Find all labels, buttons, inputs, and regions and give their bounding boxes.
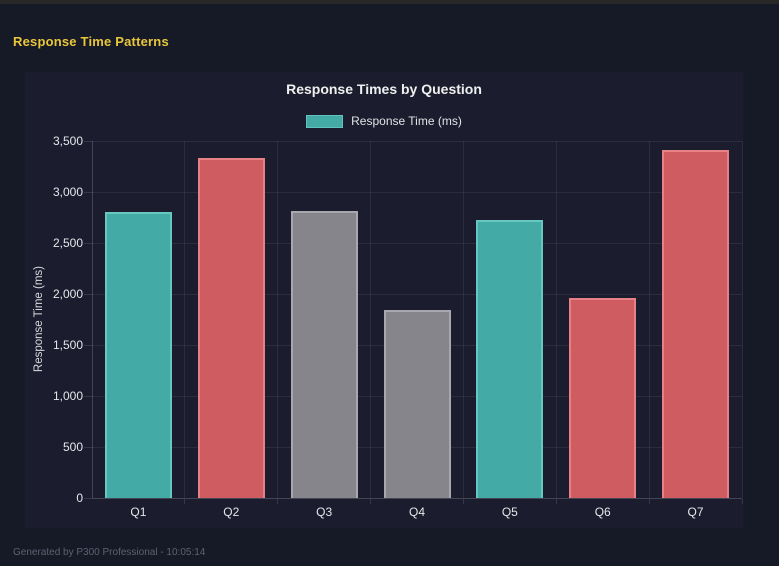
y-tick-mark bbox=[84, 447, 92, 448]
gridline-vertical bbox=[277, 141, 279, 498]
y-tick-label: 1,000 bbox=[52, 389, 83, 403]
bar-q5[interactable] bbox=[476, 219, 544, 498]
gridline-vertical bbox=[741, 141, 743, 498]
y-tick-label: 3,500 bbox=[52, 134, 83, 148]
bar-q7[interactable] bbox=[662, 150, 730, 498]
gridline-vertical bbox=[648, 141, 650, 498]
x-tick-label-q5: Q5 bbox=[501, 505, 518, 519]
x-tick-mark bbox=[648, 499, 650, 504]
y-tick-label: 500 bbox=[62, 440, 83, 454]
y-tick-mark bbox=[84, 498, 92, 499]
y-tick-label: 3,000 bbox=[52, 185, 83, 199]
x-tick-label-q1: Q1 bbox=[130, 505, 147, 519]
x-tick-mark bbox=[555, 499, 557, 504]
y-tick-label: 1,500 bbox=[52, 338, 83, 352]
y-tick-label: 2,000 bbox=[52, 287, 83, 301]
x-tick-mark bbox=[370, 499, 372, 504]
legend-item-response-time[interactable]: Response Time (ms) bbox=[25, 114, 743, 128]
gridline-horizontal bbox=[92, 294, 742, 295]
x-tick-mark bbox=[184, 499, 186, 504]
gridline-horizontal bbox=[92, 192, 742, 193]
footer-text: Generated by P300 Professional - 10:05:1… bbox=[13, 547, 206, 558]
gridline-vertical bbox=[370, 141, 372, 498]
gridline-horizontal bbox=[92, 141, 742, 142]
y-tick-label: 0 bbox=[76, 491, 83, 505]
y-tick-mark bbox=[84, 396, 92, 397]
chart-title: Response Times by Question bbox=[286, 81, 482, 97]
x-tick-label-q3: Q3 bbox=[316, 505, 333, 519]
gridline-vertical bbox=[184, 141, 186, 498]
x-tick-label-q7: Q7 bbox=[687, 505, 704, 519]
bar-q6[interactable] bbox=[569, 298, 637, 498]
x-tick-label-q6: Q6 bbox=[594, 505, 611, 519]
y-axis-line bbox=[92, 141, 93, 498]
top-strip bbox=[0, 0, 779, 4]
x-tick-label-q2: Q2 bbox=[223, 505, 240, 519]
plot-area: Q1 Q2 Q3 Q4 Q5 Q6 Q7 bbox=[84, 141, 743, 519]
gridline-horizontal bbox=[92, 243, 742, 244]
bar-q1[interactable] bbox=[104, 212, 172, 498]
y-tick-mark bbox=[84, 243, 92, 244]
page-title: Response Time Patterns bbox=[13, 34, 169, 49]
x-tick-label-q4: Q4 bbox=[408, 505, 425, 519]
x-tick-mark bbox=[277, 499, 279, 504]
bar-q3[interactable] bbox=[290, 211, 358, 498]
y-tick-mark bbox=[84, 192, 92, 193]
gridline-vertical bbox=[462, 141, 464, 498]
legend-label: Response Time (ms) bbox=[351, 114, 462, 128]
bar-q2[interactable] bbox=[197, 158, 265, 498]
y-tick-label: 2,500 bbox=[52, 236, 83, 250]
y-tick-mark bbox=[84, 141, 92, 142]
y-axis-title: Response Time (ms) bbox=[33, 266, 45, 373]
x-tick-mark bbox=[462, 499, 464, 504]
chart-panel: Response Times by Question Response Time… bbox=[25, 72, 743, 528]
y-tick-mark bbox=[84, 294, 92, 295]
x-axis-line bbox=[92, 498, 742, 499]
gridline-vertical bbox=[555, 141, 557, 498]
legend-swatch bbox=[306, 114, 344, 128]
y-tick-mark bbox=[84, 345, 92, 346]
x-tick-mark bbox=[741, 499, 743, 504]
bar-q4[interactable] bbox=[383, 310, 451, 498]
